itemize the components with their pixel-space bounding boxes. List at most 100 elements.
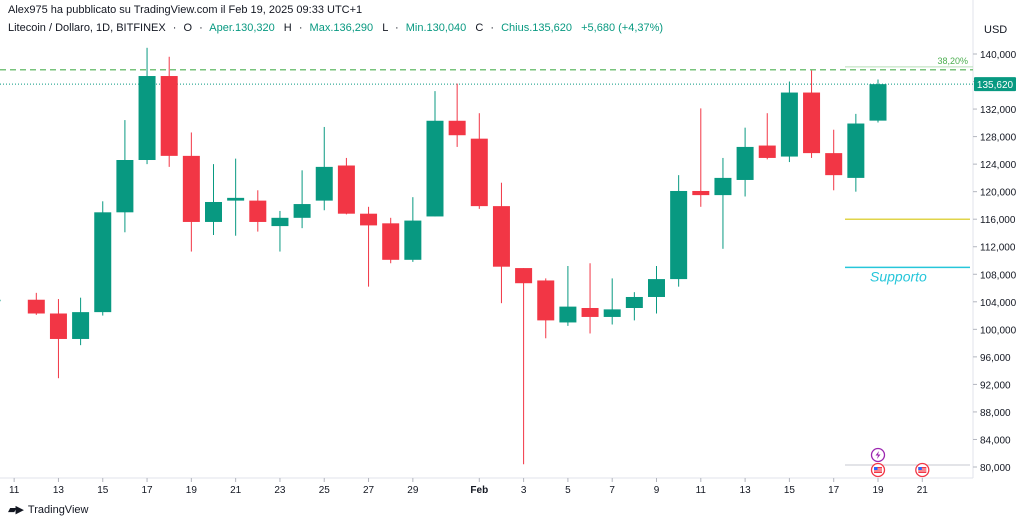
price-tick-label: 112,000 — [980, 243, 1016, 254]
candle-body — [448, 120, 466, 136]
candle-body — [492, 206, 510, 267]
price-tick-label: 132,000 — [980, 105, 1017, 116]
time-tick-label: Feb — [470, 485, 488, 496]
candle-body — [559, 306, 577, 323]
candle-body — [847, 123, 865, 178]
time-tick-label: 23 — [274, 485, 286, 496]
candle-body — [625, 296, 643, 308]
candle-body — [94, 212, 112, 313]
candle-body — [426, 120, 444, 217]
flag-canton — [918, 467, 922, 470]
price-tick-label: 88,000 — [980, 408, 1011, 419]
candle-body — [714, 177, 732, 196]
price-tick-label: 84,000 — [980, 435, 1011, 446]
candle-body — [470, 138, 488, 207]
time-tick-label: 7 — [609, 485, 615, 496]
last-price-label: 135,620 — [977, 80, 1014, 91]
fib-38-label: 38,20% — [937, 56, 968, 66]
price-tick-label: 92,000 — [980, 380, 1011, 391]
candle-body — [736, 146, 754, 180]
time-tick-label: 3 — [521, 485, 527, 496]
candle-body — [337, 165, 355, 214]
event-markers[interactable] — [870, 447, 930, 478]
candle-body — [227, 197, 245, 201]
time-tick-label: 13 — [740, 485, 752, 496]
candle-body — [869, 84, 887, 121]
candle-body — [803, 92, 821, 154]
price-tick-label: 96,000 — [980, 353, 1011, 364]
candle-body — [670, 190, 688, 280]
low-label: L — [382, 22, 388, 34]
price-tick-label: 108,000 — [980, 270, 1017, 281]
price-tick-label: 100,000 — [980, 325, 1017, 336]
price-tick-label: 104,000 — [980, 298, 1017, 309]
flag-stripes — [918, 467, 927, 473]
flag-stripes — [874, 467, 882, 473]
footer: ▰▶ TradingView — [8, 503, 89, 517]
flag-canton — [874, 467, 878, 470]
candle-body — [825, 153, 843, 176]
candle-body — [537, 280, 555, 321]
candle-body — [360, 213, 378, 226]
support-label: Supporto — [870, 268, 927, 284]
close-label: C — [475, 22, 484, 34]
candle-body — [581, 307, 599, 317]
price-tick-label: 124,000 — [980, 160, 1017, 171]
candle-body — [293, 204, 311, 218]
candle-body — [648, 279, 665, 297]
candle-body — [49, 313, 67, 339]
candle-body — [758, 145, 776, 158]
open-value: Aper.130,320 — [209, 22, 275, 34]
candle-body — [249, 200, 267, 222]
time-tick-label: 19 — [186, 485, 198, 496]
time-tick-label: 29 — [407, 485, 419, 496]
publisher-line: Alex975 ha pubblicato su TradingView.com… — [8, 4, 363, 16]
candle-body — [160, 76, 178, 156]
price-tick-label: 120,000 — [980, 188, 1017, 199]
price-tick-label: 140,000 — [980, 50, 1017, 61]
candle-body — [0, 299, 1, 302]
time-tick-label: 13 — [53, 485, 65, 496]
time-tick-label: 9 — [654, 485, 660, 496]
high-label: H — [283, 22, 292, 34]
time-tick-label: 11 — [9, 485, 20, 496]
time-tick-label: 5 — [565, 485, 571, 496]
price-tick-label: 80,000 — [980, 463, 1011, 474]
time-tick-label: 21 — [917, 485, 929, 496]
price-tick-label: 116,000 — [980, 215, 1016, 226]
high-value: Max.136,290 — [309, 22, 374, 34]
time-tick-label: 25 — [319, 485, 331, 496]
time-tick-label: 11 — [696, 485, 707, 496]
time-tick-label: 15 — [97, 485, 109, 496]
candle-body — [315, 166, 333, 201]
time-tick-label: 17 — [828, 485, 840, 496]
open-label: O — [183, 22, 193, 34]
last-price-badge — [974, 77, 1016, 92]
candle-body — [182, 155, 200, 222]
candle-body — [515, 268, 533, 284]
candle-body — [116, 160, 134, 213]
symbol-legend: Litecoin / Dollaro, 1D, BITFINEX · O · A… — [8, 22, 664, 34]
candle-body — [603, 309, 621, 317]
candle-body — [780, 92, 798, 157]
time-tick-label: 15 — [784, 485, 796, 496]
footer-brand: TradingView — [27, 503, 89, 516]
symbol-name[interactable]: Litecoin / Dollaro, 1D, BITFINEX — [8, 22, 166, 34]
currency-label[interactable]: USD — [984, 24, 1008, 36]
candle-body — [27, 299, 45, 314]
low-value: Min.130,040 — [405, 22, 467, 34]
candle-body — [205, 201, 222, 222]
candle-body — [138, 76, 156, 161]
lightning-glyph — [875, 451, 881, 459]
candle-body — [72, 312, 90, 339]
price-axis[interactable]: 80,000 84,000 88,000 92,000 96,000 100,000 104… — [973, 50, 1017, 474]
candle-body — [692, 190, 710, 196]
time-tick-label: 21 — [230, 485, 242, 496]
time-axis[interactable]: 11 13 15 17 19 21 23 25 27 29 Feb 3 5 7 9 11 13 15 17 19 21 — [9, 478, 928, 496]
time-tick-label: 27 — [363, 485, 375, 496]
candle-body — [382, 223, 400, 260]
price-tick-label: 128,000 — [980, 133, 1017, 144]
time-tick-label: 17 — [141, 485, 153, 496]
candle-body — [404, 220, 422, 260]
